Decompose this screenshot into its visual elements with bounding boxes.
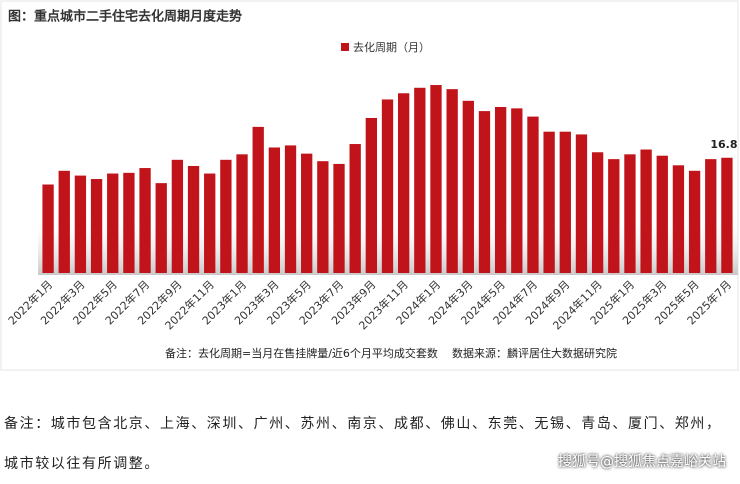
bar [527,116,539,273]
bar [494,106,507,273]
bar [268,147,281,273]
bar [107,173,119,273]
bar [42,184,54,273]
bar [672,165,685,273]
source: 数据来源：麟评居住大数据研究院 [452,346,617,360]
legend-swatch [341,43,349,51]
bar [398,93,410,274]
bar [591,152,604,273]
bar [559,131,571,273]
bar [478,111,491,274]
footnote: 备注：去化周期=当月在售挂牌量/近6个月平均成交套数 [165,346,438,360]
remark: 备注：城市包含北京、上海、深圳、广州、苏州、南京、成都、佛山、东莞、无锡、青岛、… [4,416,722,472]
bar [721,157,733,273]
bar [74,175,87,273]
watermark: 搜狐号@搜狐焦点嘉峪关站 [558,454,726,470]
bar [171,159,184,273]
bar [284,145,297,273]
data-label: 16.8 [710,138,737,151]
bar [301,153,313,273]
bar [414,87,426,273]
bar [349,144,361,273]
bar [90,179,103,273]
bar [462,100,474,274]
bar [252,126,264,273]
bar [317,161,329,273]
bar [511,108,523,274]
bar [624,154,636,273]
bar [204,173,216,273]
bar [446,89,458,273]
bar [656,155,668,273]
bar [187,165,200,273]
bar [575,134,588,273]
bar [123,172,135,273]
bar [236,154,248,273]
bar [220,159,232,273]
bar [365,117,377,273]
chart-title: 图：重点城市二手住宅去化周期月度走势 [8,9,242,25]
bar [381,99,394,273]
bar [58,170,70,273]
bar [333,163,345,273]
chart: 图：重点城市二手住宅去化周期月度走势 去化周期（月） 备注：去化周期=当月在售挂… [0,0,739,371]
bar [640,149,652,273]
bar [688,170,701,273]
bar [705,159,717,273]
bar [608,159,620,273]
bar [155,183,167,273]
bar [430,85,442,273]
bar [139,168,151,273]
legend-label: 去化周期（月） [353,40,430,54]
bar [543,131,555,273]
